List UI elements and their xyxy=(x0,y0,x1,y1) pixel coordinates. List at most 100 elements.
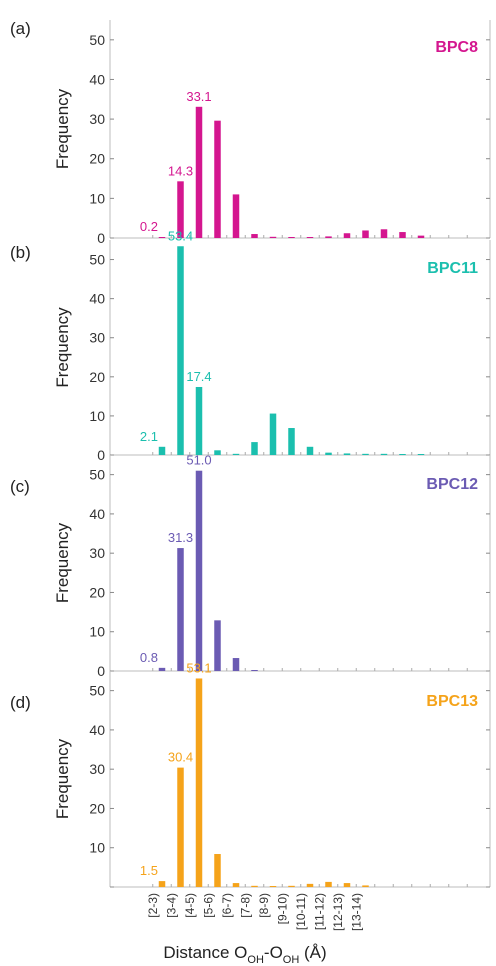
y-tick-label: 40 xyxy=(89,71,105,87)
bar xyxy=(158,667,166,671)
x-tick-labels: [2-3) [3-4) [4-5) [5-6) [6-7) [7-8) [8-9) [9-10… xyxy=(146,893,364,931)
bar xyxy=(325,881,332,887)
y-axis-label: Frequency xyxy=(53,88,72,169)
x-tick-label: [13-14) xyxy=(349,893,363,931)
data-label: 1.5 xyxy=(140,863,158,878)
bar xyxy=(158,237,166,238)
y-tick-label: 30 xyxy=(89,111,105,127)
panel-2: 0 10 20 30 40 50 Frequency (b) BPC11 2.1 53.4 17.4 xyxy=(10,228,491,463)
x-tick-label: [10-11) xyxy=(294,893,308,930)
bar xyxy=(399,232,406,238)
data-label: 33.1 xyxy=(186,89,211,104)
x-tick-label: [2-3) xyxy=(146,893,160,918)
bar xyxy=(251,234,258,238)
x-tick-label: [11-12) xyxy=(312,893,326,930)
bar xyxy=(158,881,166,887)
data-label: 51.0 xyxy=(186,453,211,468)
y-tick-label: 30 xyxy=(89,761,105,777)
panel-letter: (d) xyxy=(10,693,31,712)
bar xyxy=(343,453,351,455)
series-name: BPC11 xyxy=(427,260,478,277)
y-axis-label: Frequency xyxy=(53,307,72,388)
panel-3: 0 10 20 30 40 50 Frequency (c) BPC12 0.8 31.3 51.0 xyxy=(10,453,491,679)
y-tick-label: 10 xyxy=(89,190,105,206)
y-tick-label: 10 xyxy=(89,840,105,856)
x-tick-label: [4-5) xyxy=(183,893,197,918)
data-label: 30.4 xyxy=(168,750,193,765)
bar xyxy=(362,885,369,887)
y-tick-label: 50 xyxy=(89,32,105,48)
data-label: 0.8 xyxy=(140,650,158,665)
bar xyxy=(362,230,369,238)
y-tick-label: 10 xyxy=(89,408,105,424)
bar xyxy=(232,194,240,238)
y-tick-label: 40 xyxy=(89,506,105,522)
series-name: BPC8 xyxy=(435,39,478,56)
bar xyxy=(269,413,277,455)
y-tick-label: 20 xyxy=(89,151,105,167)
y-tick-label: 20 xyxy=(89,584,105,600)
panels: 01020304050Frequency(a)BPC80.214.333.101… xyxy=(10,19,491,888)
bar xyxy=(417,235,425,238)
y-axis-label: Frequency xyxy=(53,522,72,603)
bar xyxy=(380,229,388,238)
y-axis-label: Frequency xyxy=(53,738,72,819)
series-name: BPC13 xyxy=(426,693,478,710)
data-label: 2.1 xyxy=(140,429,158,444)
bar xyxy=(195,470,203,671)
bar xyxy=(306,237,314,238)
x-tick-label: [5-6) xyxy=(201,893,215,918)
bar xyxy=(343,883,351,887)
bar xyxy=(306,883,314,887)
data-label: 31.3 xyxy=(168,530,193,545)
bar xyxy=(177,767,184,887)
data-label: 17.4 xyxy=(186,369,211,384)
bar xyxy=(232,658,240,671)
panel-letter: (a) xyxy=(10,19,31,38)
bar xyxy=(214,620,221,671)
bar xyxy=(177,246,184,455)
y-tick-label: 40 xyxy=(89,722,105,738)
bar xyxy=(214,854,221,887)
bar xyxy=(251,442,258,455)
bar xyxy=(251,670,258,671)
x-axis-label: Distance OOH-OOH (Å) xyxy=(163,943,326,966)
panel-4: 10 20 30 40 50 Frequency (d) BPC13 1.5 30.4 53.1 xyxy=(10,660,491,888)
y-tick-label: 50 xyxy=(89,252,105,268)
bar xyxy=(214,120,221,238)
x-tick-label: [8-9) xyxy=(257,893,271,918)
bar xyxy=(177,548,184,671)
panel-letter: (c) xyxy=(10,477,30,496)
x-tick-label: [9-10) xyxy=(275,893,289,924)
bar xyxy=(251,885,258,887)
x-tick-label: [12-13) xyxy=(331,893,345,931)
x-tick-label: [6-7) xyxy=(220,893,234,918)
y-tick-label: 20 xyxy=(89,369,105,385)
y-tick-label: 0 xyxy=(97,230,105,246)
x-tick-label: [7-8) xyxy=(238,893,252,918)
y-tick-label: 50 xyxy=(89,683,105,699)
bar xyxy=(399,454,406,455)
bar xyxy=(232,453,240,455)
bar xyxy=(362,453,369,455)
bar xyxy=(380,453,388,455)
y-tick-label: 50 xyxy=(89,467,105,483)
y-tick-label: 0 xyxy=(97,447,105,463)
bar xyxy=(343,233,351,238)
bar xyxy=(158,446,166,455)
y-tick-label: 40 xyxy=(89,291,105,307)
data-label: 53.1 xyxy=(186,660,211,675)
bar xyxy=(288,237,295,238)
bar xyxy=(288,885,295,887)
bar xyxy=(195,386,203,455)
data-label: 53.4 xyxy=(168,228,193,243)
y-tick-label: 0 xyxy=(97,663,105,679)
x-tick-label: [3-4) xyxy=(164,893,178,918)
y-tick-label: 30 xyxy=(89,545,105,561)
series-name: BPC12 xyxy=(426,476,478,493)
panel-letter: (b) xyxy=(10,243,31,262)
y-tick-label: 10 xyxy=(89,624,105,640)
bar xyxy=(288,428,295,455)
bar xyxy=(417,454,425,455)
y-tick-label: 20 xyxy=(89,800,105,816)
